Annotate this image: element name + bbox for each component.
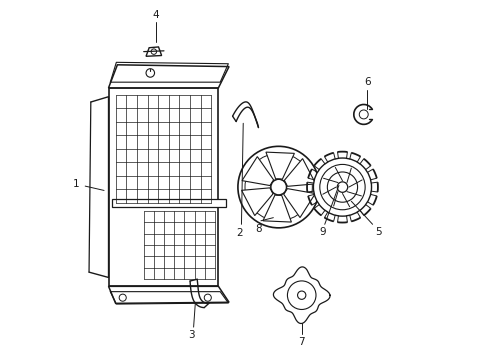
Polygon shape: [146, 47, 162, 56]
Polygon shape: [242, 188, 273, 216]
Polygon shape: [284, 158, 316, 186]
Circle shape: [271, 179, 287, 195]
Circle shape: [297, 291, 306, 300]
Text: 6: 6: [365, 77, 371, 87]
Circle shape: [245, 153, 312, 221]
Text: 8: 8: [255, 224, 262, 234]
Polygon shape: [109, 65, 229, 88]
Polygon shape: [242, 157, 273, 185]
Text: 9: 9: [319, 227, 325, 237]
Text: 3: 3: [188, 330, 195, 340]
Circle shape: [288, 281, 316, 310]
Circle shape: [271, 179, 287, 195]
Text: 2: 2: [236, 228, 243, 238]
Text: 7: 7: [298, 337, 305, 347]
Polygon shape: [112, 199, 225, 207]
Circle shape: [337, 182, 348, 192]
Polygon shape: [266, 152, 294, 179]
Text: 1: 1: [73, 179, 104, 190]
Text: 5: 5: [375, 227, 382, 237]
Polygon shape: [109, 88, 219, 286]
Polygon shape: [263, 195, 292, 222]
Circle shape: [314, 158, 371, 216]
Circle shape: [146, 69, 154, 77]
Polygon shape: [273, 267, 330, 324]
Circle shape: [238, 146, 319, 228]
Text: 4: 4: [152, 10, 159, 20]
Polygon shape: [284, 189, 316, 217]
Polygon shape: [109, 286, 229, 303]
